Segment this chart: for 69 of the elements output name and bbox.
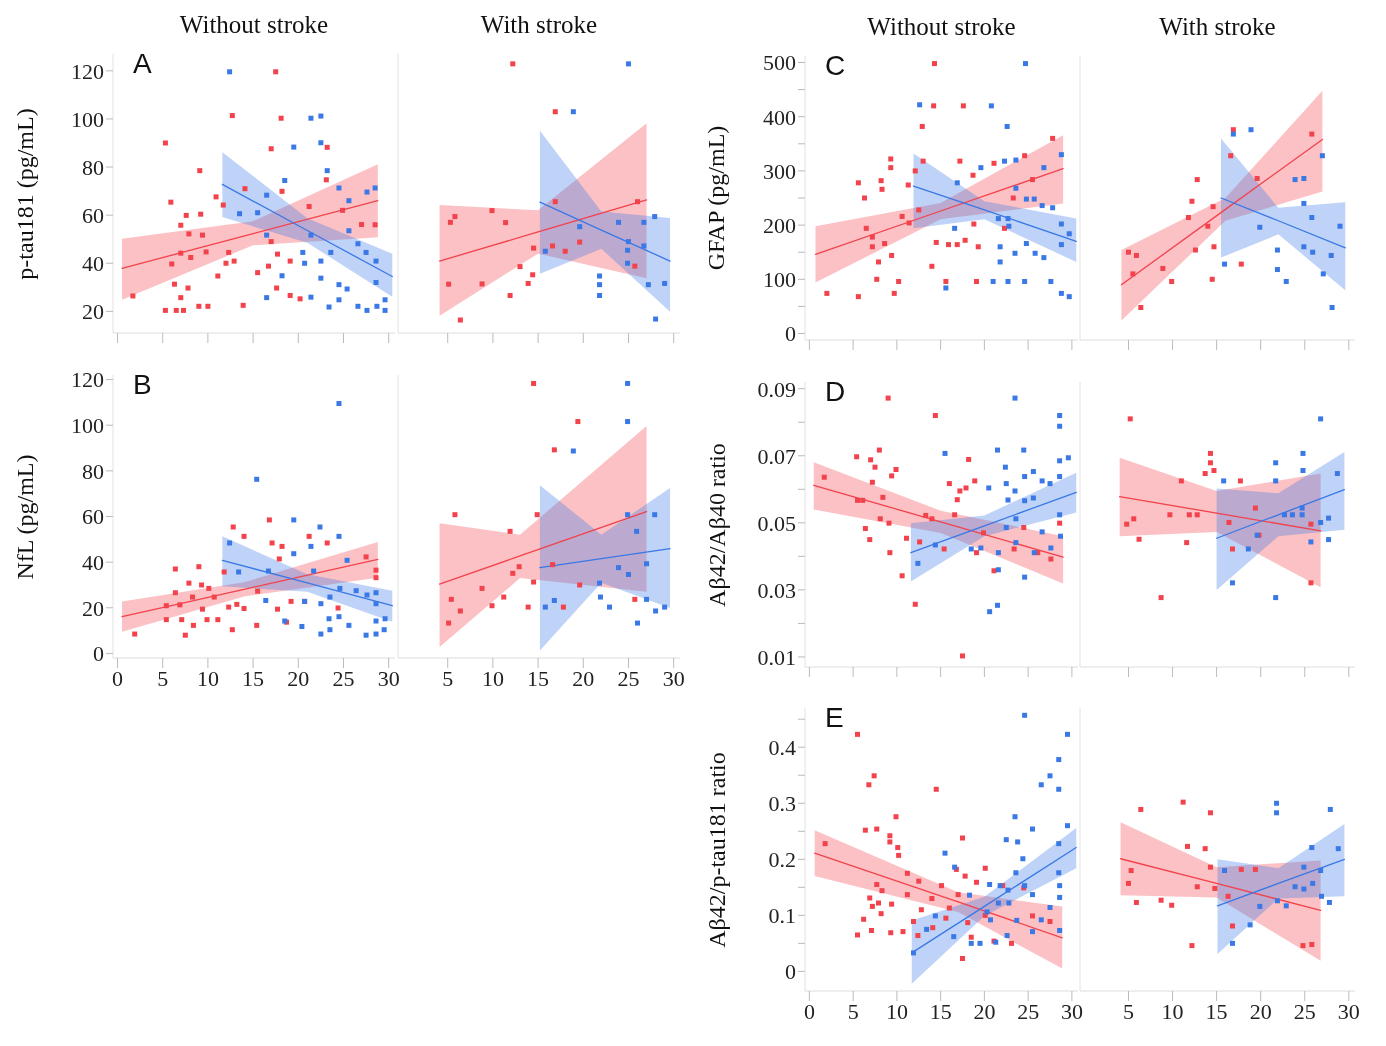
- x-tick-label: 20: [973, 998, 996, 1024]
- x-tick-label: 15: [929, 998, 952, 1024]
- y-tick-label: 0: [785, 321, 796, 347]
- x-tick-label: 10: [1161, 998, 1184, 1024]
- y-axis-title: GFAP (pg/mL): [703, 125, 729, 271]
- y-tick-label: 20: [82, 595, 104, 621]
- x-tick-label: 20: [287, 665, 310, 691]
- x-tick-label: 30: [377, 665, 400, 691]
- x-tick-label: 0: [112, 665, 124, 691]
- y-axis-title: Aβ42/Aβ40 ratio: [703, 442, 729, 607]
- x-tick-label: 5: [442, 665, 454, 691]
- x-tick-label: 5: [847, 998, 859, 1024]
- y-axis-title: Aβ42/p-tau181 ratio: [703, 751, 729, 948]
- x-tick-label: 30: [1060, 998, 1083, 1024]
- x-tick-label: 25: [1293, 998, 1316, 1024]
- annotation: E: [825, 702, 844, 733]
- y-tick-label: 0: [785, 959, 796, 985]
- y-tick-label: 40: [82, 549, 104, 575]
- y-tick-label: 100: [71, 413, 104, 439]
- x-tick-label: 5: [157, 665, 169, 691]
- y-tick-label: 300: [763, 158, 796, 184]
- x-tick-label: 25: [332, 665, 355, 691]
- annotation: D: [825, 376, 846, 407]
- annotation: B: [133, 369, 152, 400]
- y-tick-label: 0.09: [757, 376, 796, 402]
- x-tick-label: 25: [1017, 998, 1040, 1024]
- chart-title: Without stroke: [179, 11, 329, 38]
- y-tick-label: 100: [71, 106, 104, 132]
- y-tick-label: 60: [82, 504, 104, 530]
- y-tick-label: 200: [763, 212, 796, 238]
- y-tick-label: 20: [82, 299, 104, 325]
- x-tick-label: 10: [481, 665, 504, 691]
- y-tick-label: 80: [82, 154, 104, 180]
- y-tick-label: 0.07: [757, 443, 796, 469]
- x-tick-label: 10: [196, 665, 219, 691]
- y-tick-label: 500: [763, 50, 796, 76]
- x-tick-label: 0: [803, 998, 815, 1024]
- y-tick-label: 60: [82, 202, 104, 228]
- y-axis-title: NfL (pg/mL): [11, 453, 37, 580]
- y-tick-label: 120: [71, 367, 104, 393]
- y-tick-label: 0.3: [768, 791, 796, 817]
- chart-title: With stroke: [1159, 13, 1276, 40]
- y-tick-label: 0.05: [757, 510, 796, 536]
- y-tick-label: 80: [82, 458, 104, 484]
- chart-title: With stroke: [480, 11, 598, 38]
- y-tick-label: 120: [71, 58, 104, 84]
- x-tick-label: 15: [242, 665, 265, 691]
- y-axis-title: p-tau181 (pg/mL): [11, 107, 37, 280]
- x-tick-label: 5: [1122, 998, 1134, 1024]
- annotation: C: [825, 50, 846, 81]
- x-tick-label: 10: [885, 998, 908, 1024]
- y-tick-label: 40: [82, 251, 104, 277]
- y-tick-label: 0.4: [768, 735, 796, 761]
- y-tick-label: 0.03: [757, 577, 796, 603]
- y-tick-label: 0.2: [768, 847, 796, 873]
- x-tick-label: 30: [1337, 998, 1360, 1024]
- x-tick-label: 15: [1205, 998, 1228, 1024]
- y-tick-label: 0.01: [757, 644, 796, 670]
- y-tick-label: 0: [93, 641, 104, 667]
- x-tick-label: 20: [1249, 998, 1272, 1024]
- x-tick-label: 30: [662, 665, 685, 691]
- x-tick-label: 25: [617, 665, 640, 691]
- x-tick-label: 15: [527, 665, 550, 691]
- y-tick-label: 0.1: [768, 903, 796, 929]
- chart-title: Without stroke: [867, 13, 1016, 40]
- y-tick-label: 100: [763, 267, 796, 293]
- x-tick-label: 20: [572, 665, 595, 691]
- y-tick-label: 400: [763, 104, 796, 130]
- annotation: A: [133, 48, 152, 79]
